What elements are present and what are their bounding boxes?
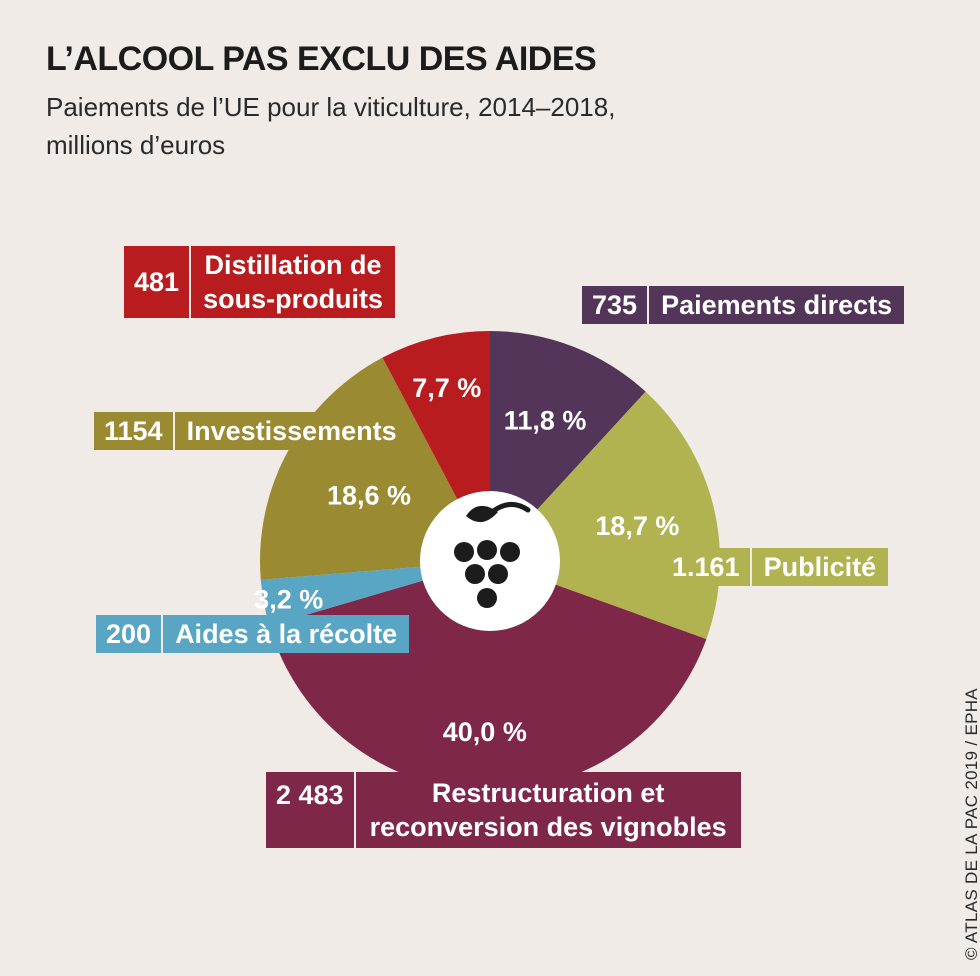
value-box-investissements: 1154 [94,412,175,450]
subtitle-line-1: Paiements de l’UE pour la viticulture, 2… [46,92,616,122]
value-box-recolte: 200 [96,615,164,653]
name-distillation-line-2: sous-produits [203,284,384,314]
percent-label-distillation: 7,7 % [412,373,481,403]
name-box-publicite: Publicité [751,548,889,586]
subtitle-line-2: millions d’euros [46,130,226,160]
name-box-paiements: Paiements directs [649,286,905,324]
percent-label-restructuration: 40,0 % [443,717,527,747]
name-box-distillation: Distillation de sous-produits [191,246,396,318]
center-circle [420,491,560,631]
value-box-paiements: 735 [582,286,650,324]
grape-icon [454,502,531,608]
name-box-restructuration: Restructuration et reconversion des vign… [355,772,741,848]
label-restructuration: 2 483 Restructuration et reconversion de… [266,772,741,848]
percent-label-paiements: 11,8 % [504,406,587,436]
name-box-recolte: Aides à la récolte [163,615,410,653]
credit-text: © ATLAS DE LA PAC 2019 / EPHA [962,688,980,960]
percent-label-publicite: 18,7 % [595,511,679,541]
chart-subtitle: Paiements de l’UE pour la viticulture, 2… [46,88,726,164]
label-paiements-directs: 735 Paiements directs [582,286,905,324]
label-aides-recolte: 200 Aides à la récolte [96,615,410,653]
name-distillation-line-1: Distillation de [204,250,382,280]
percent-labels: 11,8 % 18,7 % 40,0 % 3,2 % 18,6 % 7,7 % [254,373,679,747]
name-box-investissements: Investissements [174,412,409,450]
percent-label-investissements: 18,6 % [327,481,411,511]
name-restructuration-line-2: reconversion des vignobles [369,812,727,842]
label-publicite: 1.161 Publicité [662,548,889,586]
value-box-restructuration: 2 483 [266,772,356,848]
value-box-publicite: 1.161 [662,548,752,586]
name-restructuration-line-1: Restructuration et [431,778,665,808]
center-badge [420,491,560,631]
percent-label-recolte: 3,2 % [254,584,323,614]
label-investissements: 1154 Investissements [94,412,409,450]
label-distillation: 481 Distillation de sous-produits [124,246,396,318]
chart-title: L’ALCOOL PAS EXCLU DES AIDES [46,40,597,78]
value-box-distillation: 481 [124,246,192,318]
